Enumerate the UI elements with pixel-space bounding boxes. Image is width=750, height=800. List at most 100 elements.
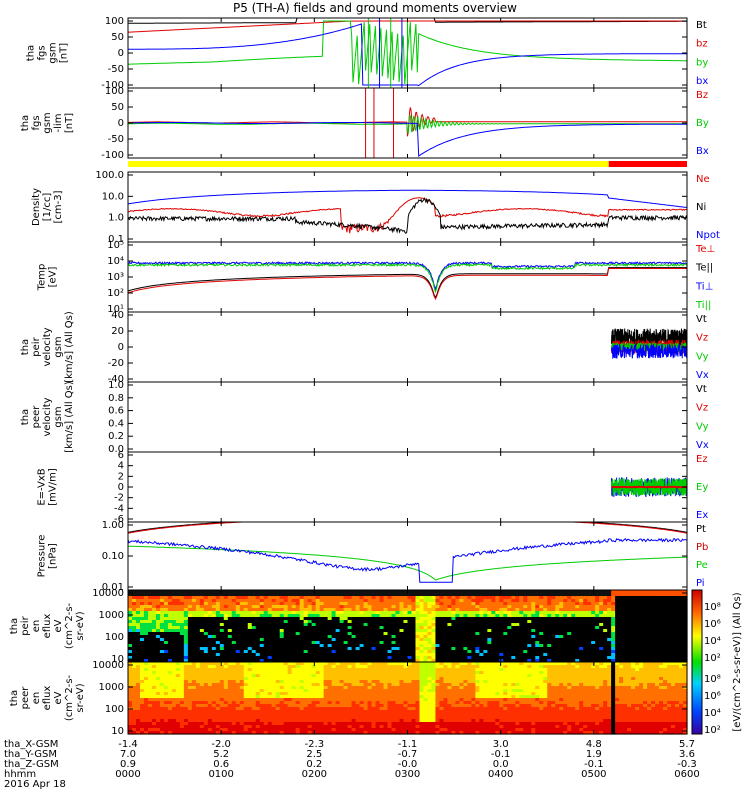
heat-peir [547, 617, 552, 621]
heat-peer [203, 686, 209, 690]
heat-peir [227, 617, 233, 621]
heat-peir [375, 635, 381, 639]
heat-peer [387, 722, 393, 726]
heat-peir [607, 593, 612, 597]
heat-peir [603, 617, 608, 621]
heat-peir [307, 635, 313, 639]
heat-peer [323, 716, 329, 720]
heat-peir [283, 590, 289, 594]
heat-peir [635, 635, 640, 639]
heat-peer [131, 731, 137, 735]
heat-peir [467, 656, 472, 660]
heat-peer [251, 665, 257, 669]
heat-peir [207, 650, 213, 654]
heat-peir [651, 620, 656, 624]
heat-peer [343, 722, 349, 726]
heat-peir [423, 611, 429, 615]
heat-peer [291, 710, 297, 714]
heat-peir [407, 653, 413, 657]
heat-peir [567, 614, 572, 618]
heat-peir [511, 641, 516, 645]
heat-peer [303, 722, 309, 726]
heat-peir [615, 614, 620, 618]
heat-peer [271, 728, 277, 732]
heat-peer [267, 701, 273, 705]
heat-peer [171, 677, 177, 681]
heat-peer [267, 698, 273, 702]
heat-peir [487, 602, 492, 606]
heat-peir [391, 620, 397, 624]
heat-peir [535, 605, 540, 609]
heat-peer [323, 668, 329, 672]
heat-peir [487, 605, 492, 609]
heat-peir [131, 653, 137, 657]
heat-peir [479, 653, 484, 657]
heat-peir [543, 659, 548, 663]
heat-peir [631, 608, 636, 612]
heat-peir [239, 656, 245, 660]
heat-peir [567, 590, 572, 594]
heat-peer [295, 671, 301, 675]
heat-peir [399, 617, 405, 621]
heat-peir [223, 617, 229, 621]
heat-peer [239, 680, 245, 684]
heat-peir [595, 647, 600, 651]
heat-peir [275, 629, 281, 633]
heat-peir [627, 620, 632, 624]
heat-peir [619, 626, 624, 630]
heat-peir [295, 635, 301, 639]
heat-peir [179, 623, 185, 627]
heat-peer [331, 662, 337, 666]
heat-peir [183, 593, 189, 597]
heat-peir [567, 644, 572, 648]
heat-peir [271, 602, 277, 606]
heat-peir [455, 641, 460, 645]
heat-peir [339, 641, 345, 645]
heat-peir [275, 602, 281, 606]
heat-peir [623, 641, 628, 645]
heat-peer [383, 668, 389, 672]
heat-peer [331, 680, 337, 684]
heat-peer [235, 677, 241, 681]
heat-peer [367, 668, 373, 672]
heat-peir [403, 602, 409, 606]
heat-peir [147, 608, 153, 612]
heat-peer [171, 701, 177, 705]
heat-peer [163, 698, 169, 702]
heat-peer [187, 695, 193, 699]
heat-peer [227, 674, 233, 678]
heat-peir [275, 635, 281, 639]
heat-peir [147, 605, 153, 609]
heat-peir [539, 614, 544, 618]
heat-peir [587, 650, 592, 654]
heat-peir [403, 647, 409, 651]
heat-peir [335, 593, 341, 597]
heat-peir [279, 629, 285, 633]
heat-peir [387, 647, 393, 651]
heat-peir [671, 620, 676, 624]
heat-peir [443, 611, 449, 615]
heat-peir [395, 605, 401, 609]
heat-peir [191, 641, 197, 645]
heat-peir [491, 653, 496, 657]
heat-peer [155, 695, 161, 699]
heat-peir [423, 617, 429, 621]
heat-peir [475, 596, 480, 600]
heat-peer [303, 662, 309, 666]
heat-peer [227, 704, 233, 708]
heat-peir [563, 635, 568, 639]
heat-peer [379, 719, 385, 723]
heat-peer [311, 701, 317, 705]
heat-peir [579, 593, 584, 597]
heat-peir [539, 644, 544, 648]
heat-peir [143, 617, 149, 621]
heat-peir [531, 623, 536, 627]
heat-peir [607, 620, 612, 624]
heat-peir [675, 656, 680, 660]
heat-peir [159, 602, 165, 606]
heat-peir [255, 620, 261, 624]
heat-peer [163, 674, 169, 678]
heat-peer [283, 698, 289, 702]
heat-peer [323, 728, 329, 732]
heat-peir [171, 644, 177, 648]
